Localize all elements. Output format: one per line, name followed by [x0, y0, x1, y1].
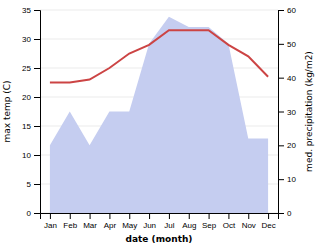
y2-axis-title: med. precipitation (kg/m2)	[304, 51, 314, 172]
tick: 60	[278, 6, 296, 15]
tick-label: 10	[22, 151, 31, 160]
tick: 10	[278, 175, 296, 184]
tick-mark	[278, 78, 284, 79]
temperature-line	[50, 30, 268, 82]
tick-mark	[278, 112, 284, 113]
tick-label: Nov	[242, 221, 256, 230]
y2-axis: 0 10 20 30 40 50 60	[278, 6, 296, 218]
tick: 20	[22, 93, 40, 102]
tick: May	[122, 213, 137, 230]
tick-mark	[278, 10, 284, 11]
tick-mark	[34, 10, 40, 11]
tick: Jun	[143, 213, 156, 230]
tick: 25	[22, 64, 40, 73]
tick-label: 35	[22, 6, 31, 15]
tick-label: 5	[27, 180, 32, 189]
tick: 40	[278, 74, 296, 83]
tick: 0	[27, 209, 40, 218]
tick-mark	[34, 97, 40, 98]
tick-label: Oct	[223, 221, 236, 230]
tick-label: Jan	[44, 221, 57, 230]
axis-line	[34, 11, 41, 214]
tick-label: Sep	[202, 221, 217, 230]
tick-mark	[90, 213, 91, 219]
tick: 10	[22, 151, 40, 160]
tick-mark	[209, 213, 210, 219]
tick-mark	[189, 213, 190, 219]
tick-label: Feb	[63, 221, 77, 230]
tick: Aug	[182, 213, 196, 230]
tick: Jan	[44, 213, 57, 230]
tick: 30	[22, 35, 40, 44]
tick-label: Jul	[164, 221, 174, 230]
plot-area: Jan Feb Mar Apr May Jun Jul Aug Sep Oct Nov Dec 0 5 10…	[22, 6, 296, 230]
tick-label: 10	[287, 175, 296, 184]
precipitation-area	[50, 17, 268, 213]
y-axis-title: max temp (C)	[2, 80, 12, 142]
grid	[40, 10, 278, 213]
tick: Nov	[242, 213, 256, 230]
tick-mark	[34, 39, 40, 40]
chart: Jan Feb Mar Apr May Jun Jul Aug Sep Oct Nov Dec 0 5 10…	[0, 0, 318, 247]
tick: Dec	[261, 213, 275, 230]
tick: 30	[278, 108, 296, 117]
tick: Sep	[202, 213, 217, 230]
tick-label: 0	[287, 209, 292, 218]
tick-label: 20	[22, 93, 31, 102]
tick-label: Dec	[261, 221, 275, 230]
tick-mark	[268, 213, 269, 219]
tick-mark	[70, 213, 71, 219]
tick-mark	[34, 184, 40, 185]
tick: Feb	[63, 213, 77, 230]
tick-mark	[50, 213, 51, 219]
tick: Jul	[164, 213, 174, 230]
tick-mark	[34, 126, 40, 127]
tick-label: May	[122, 221, 137, 230]
tick-label: 25	[22, 64, 31, 73]
tick: 15	[22, 122, 40, 131]
tick-mark	[149, 213, 150, 219]
grid-line	[40, 10, 278, 11]
tick-mark	[34, 155, 40, 156]
tick-label: 50	[287, 40, 296, 49]
tick: Mar	[83, 213, 97, 230]
tick: 50	[278, 40, 296, 49]
tick: Oct	[223, 213, 236, 230]
y-axis: 0 5 10 15 20 25 30 35	[22, 6, 40, 218]
tick-mark	[278, 44, 284, 45]
tick-mark	[278, 179, 284, 180]
tick-label: Aug	[182, 221, 196, 230]
axis-line	[279, 11, 285, 214]
tick-label: 30	[287, 108, 296, 117]
tick: 20	[278, 141, 296, 150]
tick-mark	[34, 213, 40, 214]
tick-label: Apr	[104, 221, 117, 230]
tick-mark	[34, 68, 40, 69]
tick: 0	[278, 209, 292, 218]
axis-line	[41, 214, 279, 220]
tick-mark	[109, 213, 110, 219]
x-axis-title: date (month)	[126, 234, 193, 244]
tick-label: 0	[27, 209, 32, 218]
tick-label: Jun	[143, 221, 156, 230]
tick-label: 60	[287, 6, 296, 15]
tick-mark	[278, 145, 284, 146]
tick-label: 40	[287, 74, 296, 83]
tick-label: 30	[22, 35, 31, 44]
tick: Apr	[104, 213, 117, 230]
tick-mark	[169, 213, 170, 219]
x-axis: Jan Feb Mar Apr May Jun Jul Aug Sep Oct Nov Dec	[41, 213, 279, 230]
tick: 5	[27, 180, 40, 189]
tick-mark	[129, 213, 130, 219]
tick-label: 20	[287, 141, 296, 150]
tick-mark	[278, 213, 284, 214]
marks	[50, 17, 268, 213]
tick-mark	[228, 213, 229, 219]
tick: 35	[22, 6, 40, 15]
tick-mark	[248, 213, 249, 219]
tick-label: 15	[22, 122, 31, 131]
tick-label: Mar	[83, 221, 97, 230]
